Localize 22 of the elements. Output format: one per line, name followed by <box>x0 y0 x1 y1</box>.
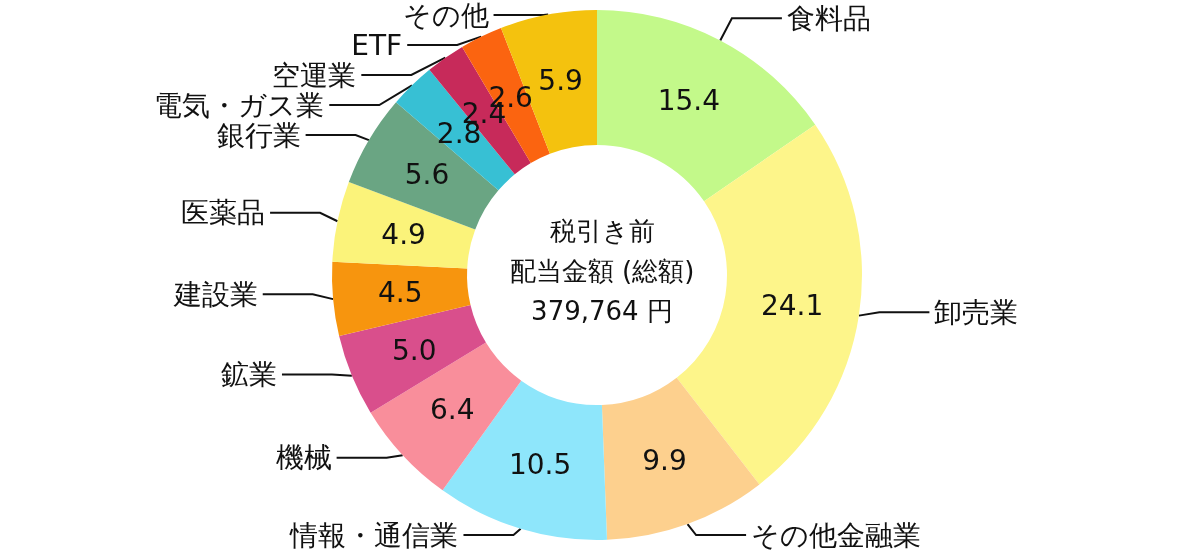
slice-label: 食料品 <box>786 1 871 35</box>
slice-label: 建設業 <box>172 277 258 311</box>
slice-label: 機械 <box>275 441 332 475</box>
data-label: 4.5 <box>378 276 423 310</box>
slice-label: その他 <box>402 0 489 32</box>
data-label: 9.9 <box>642 444 687 478</box>
slice-label: 鉱業 <box>220 358 277 392</box>
data-label: 5.0 <box>392 333 437 367</box>
data-label: 6.4 <box>429 392 475 426</box>
data-label: 4.9 <box>381 218 426 252</box>
data-label: 5.9 <box>538 64 583 98</box>
text: 379,764 円 <box>531 296 673 326</box>
slice-label: 卸売業 <box>934 295 1019 329</box>
slice-label: 医薬品 <box>181 196 266 230</box>
text: 配当金額 (総額) <box>509 256 695 286</box>
slice-label: その他金融業 <box>751 518 922 550</box>
data-label: 10.5 <box>508 447 572 481</box>
data-label: 5.6 <box>404 157 450 191</box>
data-label: 24.1 <box>760 288 824 322</box>
data-label: 15.4 <box>657 83 721 117</box>
text: 税引き前 <box>549 216 655 246</box>
slice-label: 情報・通信業 <box>289 518 459 550</box>
